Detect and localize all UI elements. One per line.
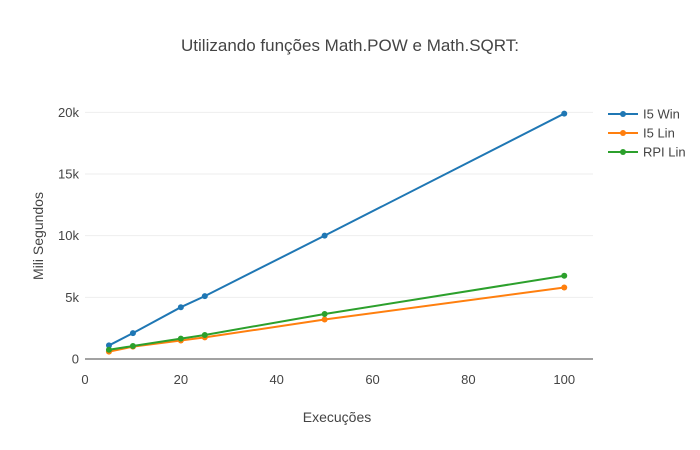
y-tick-label: 0	[72, 352, 79, 367]
data-point-i5-win[interactable]	[105, 342, 112, 349]
data-point-i5-win[interactable]	[129, 330, 136, 337]
data-point-rpi-lin[interactable]	[561, 272, 568, 279]
y-axis-ticks: 0 5k 10k 15k 20k	[58, 105, 79, 367]
data-point-rpi-lin[interactable]	[129, 343, 136, 350]
series-i5-lin	[105, 284, 568, 355]
gridlines	[85, 111, 593, 298]
x-tick-label: 0	[81, 372, 88, 387]
data-point-rpi-lin[interactable]	[201, 331, 208, 338]
data-point-i5-win[interactable]	[561, 110, 568, 117]
series-line-rpi-lin	[108, 274, 565, 351]
data-point-i5-win[interactable]	[321, 232, 328, 239]
legend-swatch-marker	[620, 149, 626, 155]
legend[interactable]: I5 Win I5 Lin RPI Lin	[608, 107, 686, 160]
y-tick-label: 15k	[58, 167, 79, 182]
data-point-i5-win[interactable]	[177, 304, 184, 311]
series-lines	[105, 110, 568, 355]
legend-swatch-marker	[620, 130, 626, 136]
series-line-i5-win	[108, 112, 565, 347]
data-point-rpi-lin[interactable]	[177, 335, 184, 342]
series-i5-win	[105, 110, 568, 349]
x-axis-title: Execuções	[303, 409, 371, 425]
y-axis-title: Mili Segundos	[30, 192, 46, 280]
x-tick-label: 80	[461, 372, 475, 387]
data-point-i5-win[interactable]	[201, 293, 208, 300]
x-tick-label: 40	[269, 372, 283, 387]
x-tick-label: 100	[553, 372, 575, 387]
legend-label: I5 Lin	[643, 126, 675, 141]
legend-item-rpi-lin[interactable]: RPI Lin	[608, 145, 686, 160]
y-tick-label: 20k	[58, 105, 79, 120]
data-point-i5-lin[interactable]	[321, 316, 328, 323]
legend-item-i5-lin[interactable]: I5 Lin	[608, 126, 675, 141]
x-axis-ticks: 0 20 40 60 80 100	[81, 372, 575, 387]
y-tick-label: 10k	[58, 228, 79, 243]
legend-label: I5 Win	[643, 107, 680, 122]
legend-label: RPI Lin	[643, 145, 686, 160]
x-tick-label: 20	[174, 372, 188, 387]
legend-swatch-marker	[620, 111, 626, 117]
data-point-rpi-lin[interactable]	[105, 346, 112, 353]
x-tick-label: 60	[365, 372, 379, 387]
data-point-rpi-lin[interactable]	[321, 310, 328, 317]
data-point-i5-lin[interactable]	[561, 284, 568, 291]
y-tick-label: 5k	[65, 290, 79, 305]
legend-item-i5-win[interactable]: I5 Win	[608, 107, 680, 122]
series-rpi-lin	[105, 272, 568, 353]
chart-title: Utilizando funções Math.POW e Math.SQRT:	[181, 36, 519, 55]
